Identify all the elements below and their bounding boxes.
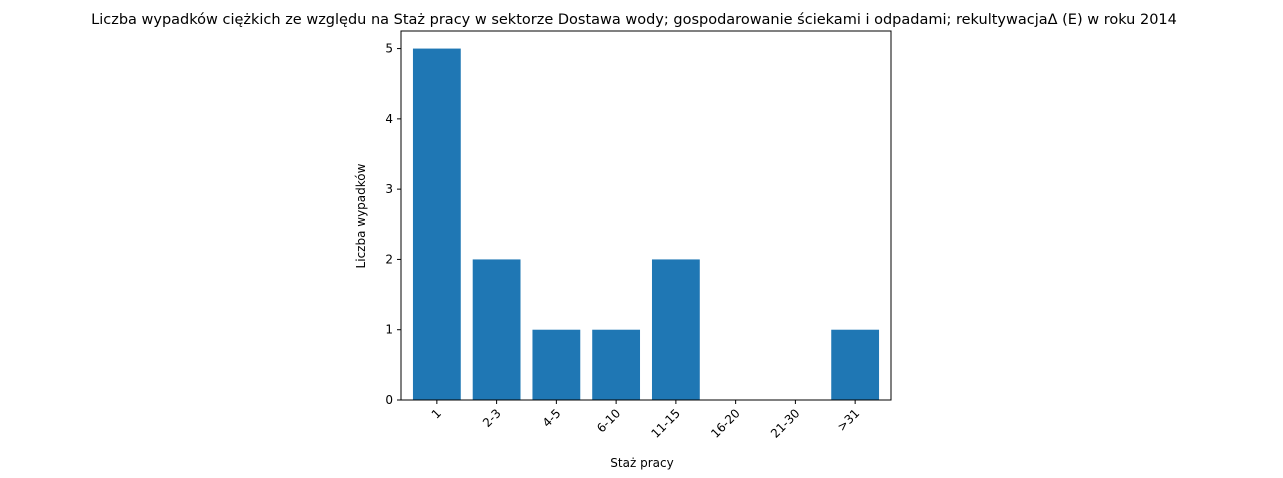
x-tick-label: 1 bbox=[429, 406, 444, 421]
bar-6-10 bbox=[592, 329, 641, 400]
x-tick-label: 4-5 bbox=[540, 406, 564, 430]
plot-area: 1 2-3 4-5 6-10 11-15 16-20 21-30 >31 0 1 2 3 4 5 bbox=[385, 30, 892, 441]
x-tick-label: 2-3 bbox=[480, 406, 504, 430]
y-tick-label: 3 bbox=[385, 182, 393, 196]
bar-11-15 bbox=[651, 259, 700, 400]
axes-frame bbox=[400, 30, 892, 401]
y-tick-label: 2 bbox=[385, 252, 393, 266]
x-tick-label: 11-15 bbox=[648, 406, 683, 441]
y-tick-label: 0 bbox=[385, 393, 393, 407]
chart-title: Liczba wypadków ciężkich ze względu na S… bbox=[91, 12, 1177, 28]
bar->31 bbox=[831, 329, 880, 400]
bar-2-3 bbox=[472, 259, 521, 400]
y-axis-label: Liczba wypadków bbox=[354, 163, 368, 268]
y-tick-label: 5 bbox=[385, 42, 393, 56]
bar-4-5 bbox=[532, 329, 581, 400]
x-tick-label: 21-30 bbox=[768, 406, 803, 441]
x-tick-label: 6-10 bbox=[594, 406, 623, 435]
x-axis-label: Staż pracy bbox=[610, 456, 673, 470]
y-tick-label: 4 bbox=[385, 112, 393, 126]
bar-1 bbox=[412, 48, 461, 400]
x-tick-label: >31 bbox=[834, 406, 862, 434]
x-axis-ticks: 1 2-3 4-5 6-10 11-15 16-20 21-30 >31 bbox=[429, 400, 862, 441]
y-axis-ticks: 0 1 2 3 4 5 bbox=[385, 42, 401, 407]
bars bbox=[412, 48, 880, 400]
y-tick-label: 1 bbox=[385, 323, 393, 337]
x-tick-label: 16-20 bbox=[708, 406, 743, 441]
